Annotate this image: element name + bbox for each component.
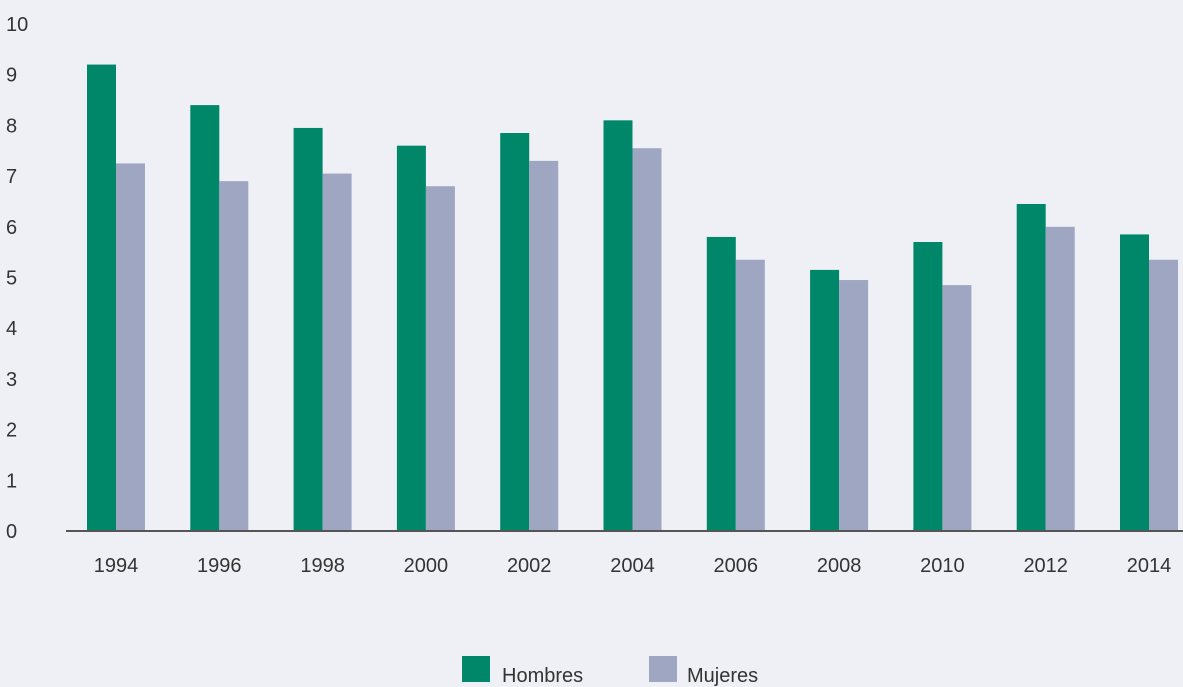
y-tick-label: 0 bbox=[6, 521, 17, 543]
bar-mujeres-2014 bbox=[1149, 259, 1178, 531]
y-tick-label: 9 bbox=[6, 65, 17, 87]
x-tick-label: 1994 bbox=[94, 555, 139, 577]
x-tick-label: 2012 bbox=[1023, 555, 1068, 577]
y-tick-label: 4 bbox=[6, 318, 17, 340]
x-tick-label: 1998 bbox=[300, 555, 345, 577]
bar-mujeres-1996 bbox=[219, 181, 249, 532]
legend-label-mujeres: Mujeres bbox=[687, 665, 758, 687]
bar-mujeres-1998 bbox=[322, 173, 352, 531]
y-tick-label: 1 bbox=[6, 470, 17, 492]
bar-mujeres-2010 bbox=[942, 285, 972, 531]
bar-hombres-2008 bbox=[810, 269, 840, 531]
x-tick-label: 2006 bbox=[714, 555, 759, 577]
bar-hombres-1994 bbox=[87, 64, 116, 531]
bar-mujeres-2006 bbox=[735, 259, 765, 531]
bar-mujeres-2000 bbox=[425, 186, 455, 532]
y-tick-label: 3 bbox=[6, 369, 17, 391]
bar-mujeres-2008 bbox=[839, 280, 869, 531]
x-tick-label: 2004 bbox=[610, 555, 655, 577]
legend-swatch-hombres bbox=[462, 656, 490, 682]
legend-label-hombres: Hombres bbox=[502, 665, 583, 687]
bar-hombres-2010 bbox=[913, 242, 943, 531]
x-tick-label: 1996 bbox=[197, 555, 242, 577]
x-tick-label: 2008 bbox=[817, 555, 862, 577]
bar-mujeres-2012 bbox=[1045, 226, 1075, 532]
legend: Hombres Mujeres bbox=[462, 656, 758, 687]
bar-hombres-1996 bbox=[190, 105, 220, 532]
bar-hombres-2006 bbox=[706, 236, 736, 531]
bar-mujeres-2002 bbox=[529, 160, 559, 531]
bar-mujeres-1994 bbox=[116, 163, 145, 532]
legend-swatch-mujeres bbox=[649, 656, 677, 682]
x-tick-label: 2002 bbox=[507, 555, 552, 577]
y-axis-ticks: 0 1 2 3 4 5 6 7 8 9 10 bbox=[6, 14, 28, 543]
y-tick-label: 6 bbox=[6, 217, 17, 239]
x-tick-label: 2014 bbox=[1127, 555, 1172, 577]
bar-mujeres-2004 bbox=[632, 148, 662, 531]
y-tick-label: 10 bbox=[6, 14, 28, 36]
bar-hombres-2012 bbox=[1016, 203, 1046, 532]
y-tick-label: 5 bbox=[6, 268, 17, 290]
y-tick-label: 2 bbox=[6, 420, 17, 442]
y-tick-label: 7 bbox=[6, 166, 17, 188]
x-tick-label: 2000 bbox=[404, 555, 449, 577]
bar-hombres-2000 bbox=[396, 145, 426, 531]
x-axis-ticks: 1994 1996 1998 2000 2002 2004 2006 2008 2010 2012… bbox=[94, 555, 1172, 577]
bar-hombres-1998 bbox=[293, 127, 323, 531]
bar-hombres-2004 bbox=[603, 120, 633, 531]
bar-hombres-2014 bbox=[1120, 234, 1149, 531]
x-tick-label: 2010 bbox=[920, 555, 965, 577]
y-tick-label: 8 bbox=[6, 115, 17, 137]
bars bbox=[87, 64, 1178, 532]
bar-hombres-2002 bbox=[500, 133, 530, 531]
